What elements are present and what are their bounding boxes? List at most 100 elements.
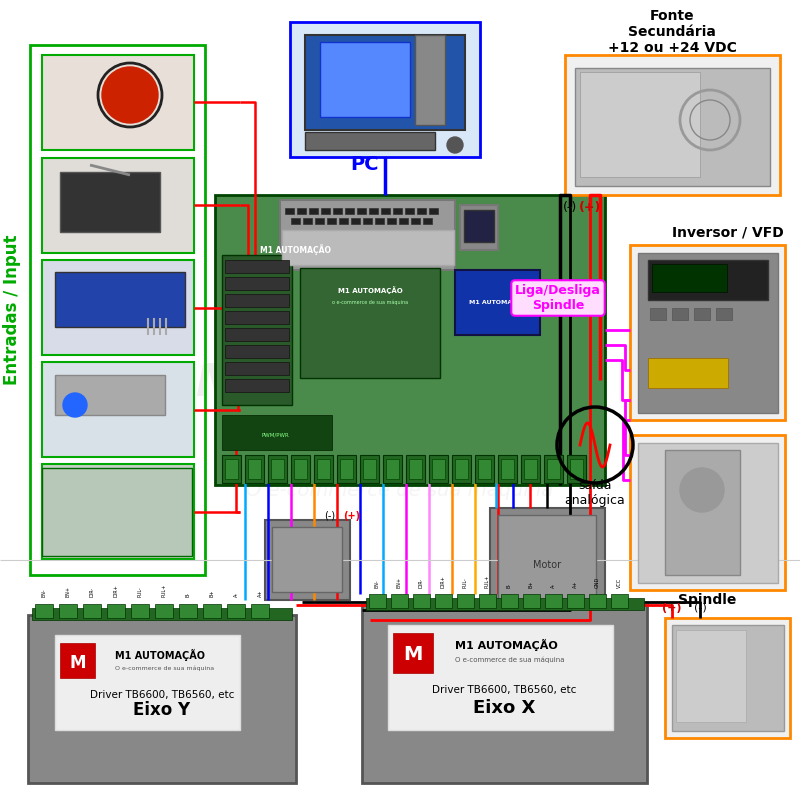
Bar	[107, 604, 125, 618]
Bar	[672, 625, 784, 731]
Bar	[222, 455, 241, 483]
Text: Spindle: Spindle	[678, 593, 736, 607]
Text: Entradas / Input: Entradas / Input	[3, 234, 21, 386]
Text: O e-commerce de sua máquina: O e-commerce de sua máquina	[246, 480, 554, 500]
Bar	[498, 455, 517, 483]
Text: (-): (-)	[694, 603, 706, 613]
Text: M: M	[403, 646, 422, 665]
Bar	[345, 208, 354, 214]
Text: PUL+: PUL+	[162, 584, 166, 597]
Bar	[32, 608, 292, 620]
Bar	[28, 615, 296, 783]
Bar	[333, 208, 342, 214]
Bar	[225, 459, 238, 479]
Bar	[490, 508, 605, 608]
Text: O e-commerce de sua máquina: O e-commerce de sua máquina	[225, 419, 575, 441]
Bar	[268, 455, 287, 483]
Bar	[366, 598, 644, 610]
Bar	[638, 443, 778, 583]
Bar	[386, 459, 399, 479]
Bar	[320, 42, 410, 117]
Bar	[716, 308, 732, 320]
Bar	[524, 459, 537, 479]
Bar	[227, 604, 245, 618]
Bar	[314, 455, 333, 483]
Bar	[435, 594, 452, 608]
Bar	[611, 594, 628, 608]
Bar	[225, 362, 289, 375]
Bar	[222, 255, 292, 405]
Text: B-: B-	[186, 592, 190, 597]
Bar	[265, 520, 350, 600]
Text: M1 AUTOMAÇÃO: M1 AUTOMAÇÃO	[196, 355, 604, 405]
Bar	[291, 455, 310, 483]
Bar	[42, 464, 194, 559]
Text: B+: B+	[529, 581, 534, 588]
Text: PUL-: PUL-	[462, 578, 467, 588]
Bar	[676, 630, 746, 722]
Text: PWM/PWR: PWM/PWR	[261, 433, 289, 438]
Text: B-: B-	[506, 583, 511, 588]
Bar	[317, 459, 330, 479]
Text: Fonte
Secundária
+12 ou +24 VDC: Fonte Secundária +12 ou +24 VDC	[607, 9, 737, 55]
Bar	[406, 455, 425, 483]
Bar	[460, 205, 498, 250]
Bar	[399, 218, 408, 224]
Bar	[369, 594, 386, 608]
Bar	[521, 455, 540, 483]
Bar	[455, 459, 468, 479]
Text: DIR+: DIR+	[114, 584, 118, 597]
Bar	[638, 253, 778, 413]
Bar	[429, 455, 448, 483]
Bar	[547, 459, 560, 479]
Bar	[363, 218, 372, 224]
Bar	[405, 208, 414, 214]
Bar	[225, 294, 289, 307]
Bar	[429, 208, 438, 214]
Text: M1 AUTOMAÇÃO: M1 AUTOMAÇÃO	[260, 245, 331, 255]
Bar	[303, 218, 312, 224]
Bar	[245, 455, 264, 483]
Bar	[415, 35, 445, 125]
Bar	[452, 455, 471, 483]
Bar	[248, 459, 261, 479]
Bar	[498, 515, 596, 600]
Bar	[290, 22, 480, 157]
Text: A-: A-	[234, 592, 238, 597]
Circle shape	[102, 67, 158, 123]
Bar	[351, 218, 360, 224]
Bar	[83, 604, 101, 618]
Bar	[60, 172, 160, 232]
Bar	[294, 459, 307, 479]
Text: M1 AUTOMAÇÃO: M1 AUTOMAÇÃO	[115, 649, 205, 661]
Text: M1 AUTOMAÇÃO: M1 AUTOMAÇÃO	[338, 286, 402, 294]
Bar	[285, 208, 294, 214]
Text: Driver TB6600, TB6560, etc: Driver TB6600, TB6560, etc	[432, 685, 576, 695]
Bar	[179, 604, 197, 618]
Bar	[42, 55, 194, 150]
Bar	[305, 35, 465, 130]
Bar	[272, 527, 342, 592]
Bar	[357, 208, 366, 214]
Bar	[35, 604, 53, 618]
Bar	[360, 455, 379, 483]
Text: (-): (-)	[325, 511, 335, 521]
Text: (+): (+)	[579, 201, 601, 214]
Text: EN-: EN-	[42, 588, 46, 597]
Text: M1 AUTOMAÇÃO: M1 AUTOMAÇÃO	[455, 639, 558, 651]
Bar	[393, 633, 433, 673]
Text: PUL+: PUL+	[485, 574, 490, 588]
Bar	[282, 230, 454, 265]
Bar	[225, 311, 289, 324]
Bar	[580, 72, 700, 177]
Text: PC: PC	[350, 155, 378, 174]
Circle shape	[447, 137, 463, 153]
Text: GND: GND	[594, 577, 599, 588]
Bar	[327, 218, 336, 224]
Bar	[251, 604, 269, 618]
Bar	[42, 362, 194, 457]
Bar	[215, 195, 605, 485]
Text: PUL-: PUL-	[138, 586, 142, 597]
Bar	[457, 594, 474, 608]
Bar	[455, 270, 540, 335]
